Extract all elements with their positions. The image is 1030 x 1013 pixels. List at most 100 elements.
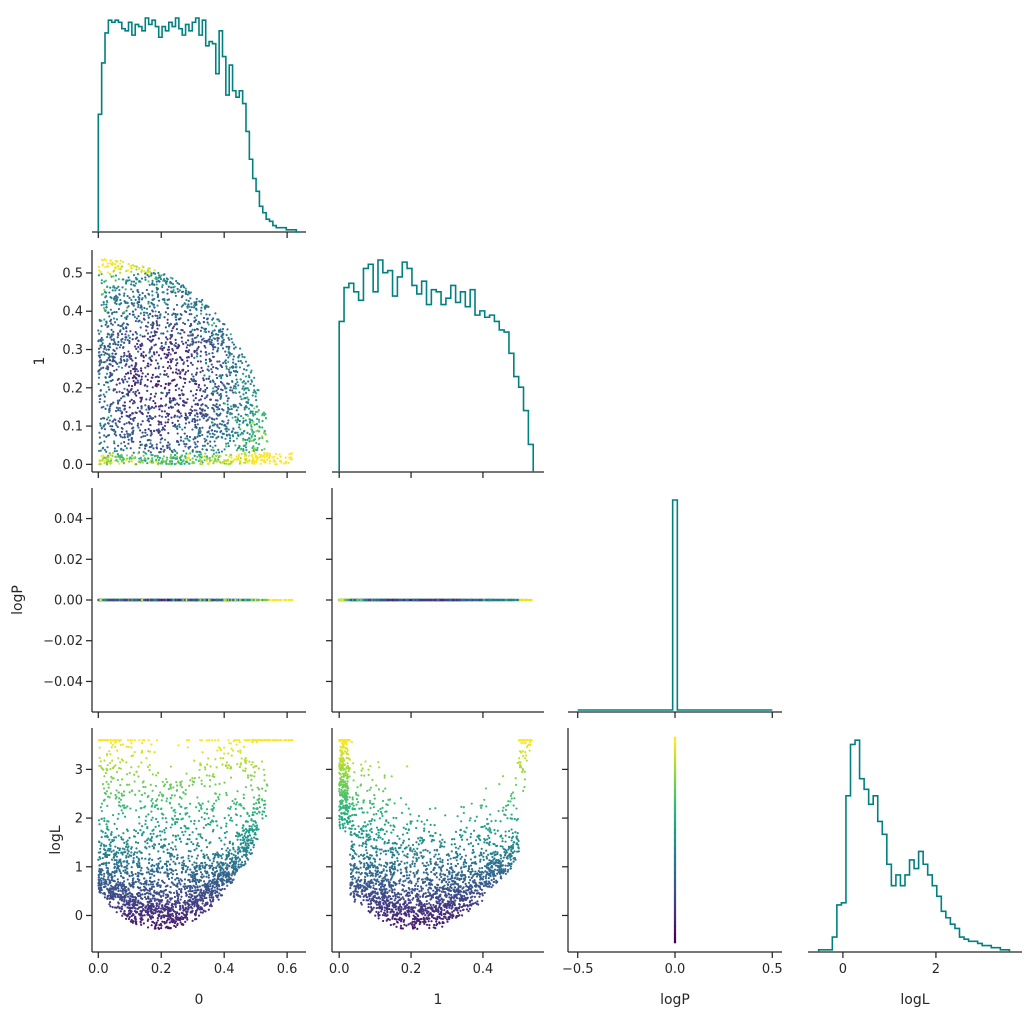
scatter-point [123,401,126,404]
scatter-point [126,269,130,272]
scatter-point [137,346,140,349]
scatter-point [184,303,187,306]
scatter-point [211,390,215,393]
scatter-point [251,410,254,413]
scatter-point [242,417,245,420]
scatter-point [274,452,278,456]
scatter-point [114,409,118,413]
scatter-point [210,339,214,342]
scatter-point [237,413,240,416]
scatter-point [191,457,194,460]
scatter-point [217,451,221,454]
scatter-point [168,397,172,400]
scatter-point [146,389,149,392]
scatter-point [221,330,224,333]
scatter-point [195,388,198,392]
scatter-point [225,353,228,357]
scatter-point [127,371,130,374]
scatter-point [194,403,197,406]
scatter-point [261,426,264,429]
scatter-point [211,446,214,449]
scatter-point [164,326,167,329]
scatter-point [221,432,224,435]
scatter-point [190,353,193,356]
scatter-point [178,416,181,419]
scatter-point [185,346,188,349]
scatter-point [110,338,113,341]
scatter-point [113,450,116,453]
scatter-point [194,303,198,306]
scatter-point [247,374,250,377]
scatter-point [134,345,137,348]
scatter-point [144,272,147,275]
scatter-point [149,393,153,396]
scatter-point [194,443,197,446]
scatter-point [107,348,110,351]
scatter-point [161,445,164,448]
scatter-point [234,444,237,447]
scatter-point [185,416,188,419]
scatter-point [212,348,215,351]
scatter-point [166,330,169,333]
scatter-point [141,335,144,338]
scatter-point [227,463,231,466]
scatter-point [125,355,129,358]
scatter-point [120,332,124,336]
scatter-point [251,394,254,397]
scatter-point [129,372,132,375]
scatter-point [176,372,179,375]
scatter-point [98,372,101,375]
scatter-point [119,324,122,328]
scatter-point [226,410,229,413]
scatter-point [122,381,125,384]
scatter-point [130,270,133,273]
scatter-point [163,387,166,390]
scatter-point [98,436,102,439]
scatter-point [203,455,207,458]
scatter-point [153,283,156,286]
scatter-point [132,417,136,420]
scatter-point [135,362,138,366]
scatter-point [105,390,108,394]
scatter-point [165,336,168,339]
scatter-point [191,418,194,421]
scatter-point [153,306,156,309]
scatter-point [203,459,206,462]
scatter-point [206,406,210,409]
scatter-point [189,297,192,300]
scatter-point [134,308,137,311]
scatter-point [229,437,232,440]
scatter-point [120,397,123,400]
scatter-point [117,377,120,380]
scatter-point [248,454,251,457]
scatter-point [199,458,202,461]
scatter-point [246,364,249,367]
scatter-point [136,422,140,425]
scatter-point [141,265,144,268]
scatter-point [174,294,177,298]
scatter-point [234,431,237,434]
scatter-point [188,313,191,316]
scatter-point [182,342,185,345]
scatter-point [244,391,248,394]
scatter-point [137,291,140,294]
scatter-point [103,448,107,451]
scatter-point [125,269,128,273]
scatter-point [155,320,158,323]
scatter-point [103,440,106,443]
scatter-point [150,347,153,350]
scatter-point [216,367,219,370]
scatter-point [127,334,130,337]
scatter-point [186,293,189,296]
scatter-point [102,303,105,306]
scatter-point [197,386,200,389]
scatter-point [218,360,221,363]
scatter-point [111,420,114,423]
scatter-point [238,455,241,458]
scatter-point [144,459,147,462]
scatter-point [225,415,228,418]
scatter-point [112,338,115,341]
scatter-point [182,385,185,388]
scatter-point [245,369,248,372]
scatter-point [227,442,230,445]
